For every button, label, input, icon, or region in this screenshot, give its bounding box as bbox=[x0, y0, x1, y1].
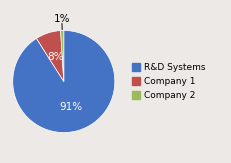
Wedge shape bbox=[36, 30, 64, 82]
Wedge shape bbox=[60, 30, 64, 82]
Text: 91%: 91% bbox=[59, 102, 82, 112]
Text: 1%: 1% bbox=[53, 14, 70, 24]
Legend: R&D Systems, Company 1, Company 2: R&D Systems, Company 1, Company 2 bbox=[131, 63, 204, 100]
Text: 8%: 8% bbox=[47, 52, 64, 62]
Wedge shape bbox=[13, 30, 114, 133]
